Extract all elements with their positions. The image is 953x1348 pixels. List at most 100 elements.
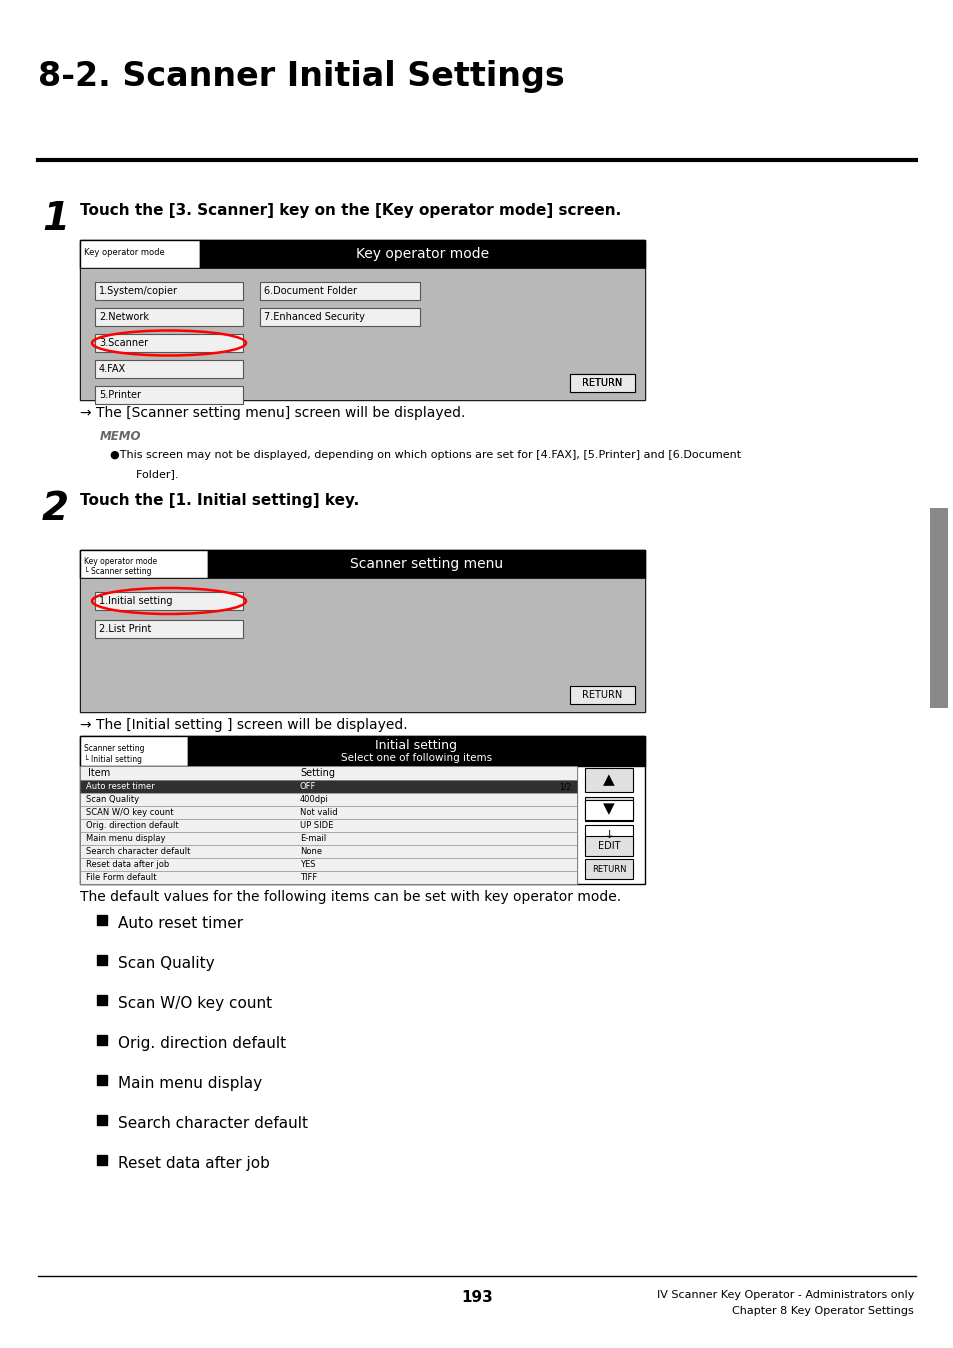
Bar bbox=[95, 282, 243, 301]
Text: 1.Initial setting: 1.Initial setting bbox=[99, 596, 172, 607]
Text: E-mail: E-mail bbox=[299, 834, 326, 842]
Text: Key operator mode: Key operator mode bbox=[84, 557, 157, 566]
Bar bbox=[80, 240, 200, 268]
Text: Touch the [3. Scanner] key on the [Key operator mode] screen.: Touch the [3. Scanner] key on the [Key o… bbox=[80, 204, 620, 218]
Text: SCAN W/O key count: SCAN W/O key count bbox=[86, 807, 173, 817]
Text: RETURN: RETURN bbox=[591, 864, 625, 874]
Bar bbox=[97, 995, 107, 1006]
Text: UP SIDE: UP SIDE bbox=[299, 821, 333, 830]
Text: → The [Scanner setting menu] screen will be displayed.: → The [Scanner setting menu] screen will… bbox=[80, 406, 465, 421]
Bar bbox=[80, 736, 188, 766]
Text: Main menu display: Main menu display bbox=[86, 834, 165, 842]
Text: TIFF: TIFF bbox=[299, 874, 317, 882]
Text: Scan Quality: Scan Quality bbox=[118, 956, 214, 971]
Bar bbox=[95, 386, 243, 404]
Text: RETURN: RETURN bbox=[581, 690, 622, 700]
Text: Search character default: Search character default bbox=[86, 847, 191, 856]
Text: Reset data after job: Reset data after job bbox=[118, 1157, 270, 1171]
Text: 8-2. Scanner Initial Settings: 8-2. Scanner Initial Settings bbox=[38, 61, 564, 93]
Text: ↓: ↓ bbox=[603, 830, 613, 840]
Bar bbox=[80, 240, 644, 400]
Text: Auto reset timer: Auto reset timer bbox=[118, 917, 243, 931]
Text: 2.List Print: 2.List Print bbox=[99, 624, 152, 634]
Text: Folder].: Folder]. bbox=[122, 469, 178, 479]
Text: ▼: ▼ bbox=[602, 802, 615, 817]
Text: 3.Scanner: 3.Scanner bbox=[99, 338, 148, 348]
Bar bbox=[80, 832, 577, 845]
Text: 7.Enhanced Security: 7.Enhanced Security bbox=[264, 311, 364, 322]
Bar bbox=[80, 550, 644, 712]
Text: The default values for the following items can be set with key operator mode.: The default values for the following ite… bbox=[80, 890, 620, 905]
Text: Key operator mode: Key operator mode bbox=[84, 248, 165, 257]
Bar bbox=[97, 915, 107, 925]
Text: EDIT: EDIT bbox=[598, 841, 619, 851]
Text: 193: 193 bbox=[460, 1290, 493, 1305]
Bar bbox=[260, 282, 419, 301]
Text: Initial setting: Initial setting bbox=[375, 740, 457, 752]
Bar bbox=[584, 825, 633, 845]
Bar bbox=[584, 799, 633, 820]
Text: Main menu display: Main menu display bbox=[118, 1076, 262, 1091]
Text: 1/2: 1/2 bbox=[558, 782, 571, 791]
Bar bbox=[260, 307, 419, 326]
Text: Scan Quality: Scan Quality bbox=[86, 795, 139, 803]
Text: Select one of following items: Select one of following items bbox=[340, 754, 492, 763]
Text: └ Initial setting: └ Initial setting bbox=[84, 755, 142, 764]
Text: Scanner setting menu: Scanner setting menu bbox=[350, 557, 502, 572]
Text: 1.System/copier: 1.System/copier bbox=[99, 286, 178, 297]
Text: None: None bbox=[299, 847, 322, 856]
Bar bbox=[188, 736, 644, 766]
Text: OFF: OFF bbox=[299, 782, 316, 791]
Bar bbox=[80, 780, 577, 793]
Bar bbox=[95, 620, 243, 638]
Text: 400dpi: 400dpi bbox=[299, 795, 329, 803]
Bar bbox=[95, 592, 243, 611]
Bar bbox=[569, 373, 635, 392]
Bar bbox=[97, 1115, 107, 1126]
Bar bbox=[80, 550, 208, 578]
Bar bbox=[80, 268, 644, 400]
Bar bbox=[80, 871, 577, 884]
Text: └ Scanner setting: └ Scanner setting bbox=[84, 568, 152, 577]
Bar bbox=[584, 797, 633, 821]
Text: Item: Item bbox=[88, 768, 111, 778]
Text: Orig. direction default: Orig. direction default bbox=[118, 1037, 286, 1051]
Text: 2.Network: 2.Network bbox=[99, 311, 149, 322]
Text: Auto reset timer: Auto reset timer bbox=[86, 782, 154, 791]
Text: Key operator mode: Key operator mode bbox=[355, 247, 489, 262]
Bar bbox=[80, 736, 644, 884]
Bar bbox=[80, 766, 577, 884]
Text: File Form default: File Form default bbox=[86, 874, 156, 882]
Bar bbox=[80, 766, 577, 780]
Bar bbox=[95, 334, 243, 352]
Bar bbox=[569, 373, 635, 392]
Bar bbox=[97, 1155, 107, 1165]
Text: Setting: Setting bbox=[299, 768, 335, 778]
Bar bbox=[80, 845, 577, 857]
Text: Scanner setting: Scanner setting bbox=[84, 744, 144, 754]
Text: Search character default: Search character default bbox=[118, 1116, 308, 1131]
Bar bbox=[80, 578, 644, 712]
Text: 2: 2 bbox=[42, 491, 69, 528]
Text: Scan W/O key count: Scan W/O key count bbox=[118, 996, 272, 1011]
Bar bbox=[200, 240, 644, 268]
Bar bbox=[584, 768, 633, 793]
Text: RETURN: RETURN bbox=[581, 377, 622, 388]
Bar bbox=[97, 954, 107, 965]
Bar bbox=[80, 820, 577, 832]
Text: Orig. direction default: Orig. direction default bbox=[86, 821, 178, 830]
Bar bbox=[95, 307, 243, 326]
Text: Chapter 8 Key Operator Settings: Chapter 8 Key Operator Settings bbox=[732, 1306, 913, 1316]
Bar bbox=[97, 1035, 107, 1045]
Bar bbox=[97, 1074, 107, 1085]
Bar bbox=[929, 508, 947, 708]
Bar bbox=[584, 836, 633, 856]
Text: MEMO: MEMO bbox=[100, 430, 141, 443]
Text: IV Scanner Key Operator - Administrators only: IV Scanner Key Operator - Administrators… bbox=[656, 1290, 913, 1299]
Text: 1: 1 bbox=[42, 200, 69, 239]
Text: ●This screen may not be displayed, depending on which options are set for [4.FAX: ●This screen may not be displayed, depen… bbox=[110, 450, 740, 460]
Text: Not valid: Not valid bbox=[299, 807, 337, 817]
Text: → The [Initial setting ] screen will be displayed.: → The [Initial setting ] screen will be … bbox=[80, 718, 407, 732]
Text: ↑: ↑ bbox=[603, 805, 613, 816]
Bar bbox=[80, 793, 577, 806]
